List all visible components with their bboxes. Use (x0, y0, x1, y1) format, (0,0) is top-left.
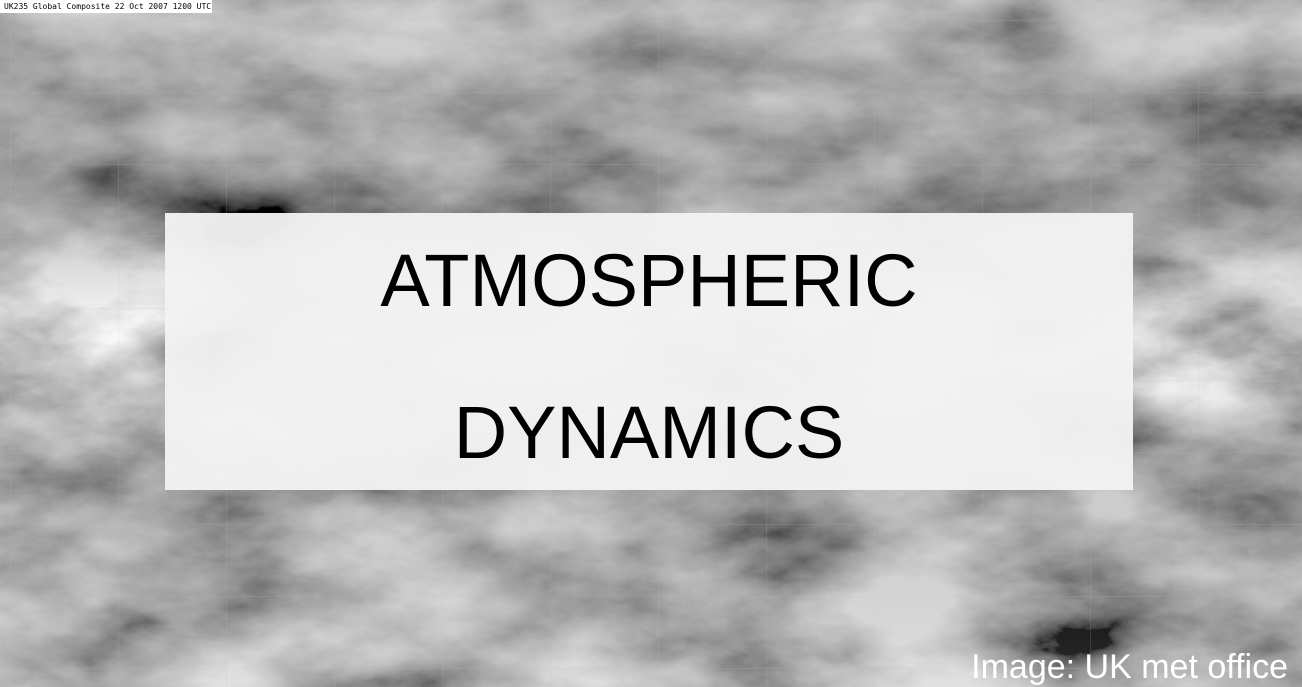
page: UK235 Global Composite 22 Oct 2007 1200 … (0, 0, 1302, 687)
slide: UK235 Global Composite 22 Oct 2007 1200 … (0, 0, 1302, 687)
title-line: DYNAMICS (454, 391, 845, 474)
image-caption: UK235 Global Composite 22 Oct 2007 1200 … (4, 2, 211, 11)
title-line: ATMOSPHERIC (380, 239, 917, 322)
image-credit: Image: UK met office (971, 648, 1288, 686)
